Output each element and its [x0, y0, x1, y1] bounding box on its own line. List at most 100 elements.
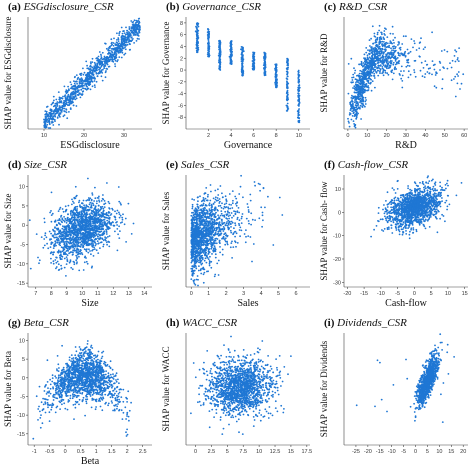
data-point: [61, 208, 64, 210]
data-point: [297, 114, 300, 117]
data-point: [357, 93, 359, 96]
data-point: [80, 74, 82, 77]
data-point: [396, 62, 398, 65]
data-point: [103, 203, 105, 206]
data-point: [85, 235, 88, 238]
data-point: [462, 73, 465, 76]
data-point: [352, 87, 354, 89]
data-point: [80, 229, 83, 232]
data-point: [393, 57, 395, 60]
data-point: [135, 27, 138, 30]
data-point: [138, 38, 140, 40]
data-point: [82, 226, 85, 228]
data-point: [58, 243, 61, 246]
scatter-points: [190, 174, 284, 287]
data-point: [81, 232, 84, 234]
data-point: [102, 68, 104, 71]
data-point: [101, 214, 103, 217]
data-point: [104, 42, 106, 45]
data-point: [127, 31, 130, 33]
data-point: [355, 100, 358, 103]
data-point: [61, 104, 64, 107]
data-point: [384, 50, 387, 53]
data-point: [87, 222, 89, 225]
data-point: [65, 227, 68, 230]
data-point: [360, 118, 362, 120]
data-point: [370, 49, 373, 52]
data-point: [133, 42, 136, 44]
panel-letter: (e): [166, 159, 181, 171]
data-point: [105, 231, 108, 233]
data-point: [120, 56, 123, 59]
data-point: [414, 75, 417, 78]
data-point: [66, 245, 69, 248]
data-point: [358, 63, 361, 66]
data-point: [94, 86, 96, 88]
data-point: [44, 122, 47, 125]
data-point: [88, 68, 91, 70]
data-point: [85, 260, 88, 263]
data-point: [121, 47, 124, 49]
data-point: [130, 20, 133, 22]
data-point: [382, 36, 385, 39]
data-point: [87, 233, 90, 236]
data-point: [50, 220, 53, 223]
data-point: [386, 45, 389, 48]
data-point: [59, 112, 62, 114]
data-point: [77, 222, 80, 224]
data-point: [121, 32, 124, 35]
data-point: [353, 101, 356, 104]
data-point: [65, 208, 68, 211]
data-point: [83, 248, 86, 251]
data-point: [370, 89, 373, 92]
data-point: [253, 65, 255, 67]
data-point: [87, 239, 90, 242]
data-point: [418, 55, 421, 58]
data-point: [286, 102, 289, 105]
data-point: [75, 262, 78, 265]
y-axis-label: SHAP value for ESGdisclosure: [3, 17, 13, 130]
data-point: [106, 63, 109, 66]
data-point: [119, 202, 122, 204]
data-point: [89, 80, 92, 83]
data-point: [82, 199, 85, 202]
data-point: [85, 244, 88, 247]
data-point: [85, 250, 88, 253]
data-point: [241, 48, 244, 51]
data-point: [119, 30, 121, 33]
data-point: [207, 42, 209, 45]
data-point: [263, 51, 266, 54]
data-point: [427, 67, 430, 70]
data-point: [63, 85, 66, 88]
data-point: [53, 118, 56, 121]
data-point: [62, 219, 65, 222]
data-point: [58, 222, 60, 225]
data-point: [72, 223, 75, 226]
y-tick-label: 10: [19, 185, 25, 191]
data-point: [79, 249, 82, 251]
data-point: [456, 73, 458, 76]
data-point: [359, 85, 362, 88]
data-point: [92, 231, 95, 233]
data-point: [38, 259, 41, 262]
data-point: [394, 55, 396, 58]
data-point: [102, 207, 105, 210]
data-point: [372, 60, 375, 63]
data-point: [96, 222, 98, 224]
data-point: [453, 78, 455, 80]
data-point: [352, 73, 355, 76]
data-point: [99, 222, 101, 225]
data-point: [114, 218, 117, 221]
data-point: [101, 51, 104, 54]
data-point: [104, 216, 106, 219]
data-point: [397, 44, 399, 46]
data-point: [81, 240, 83, 242]
data-point: [68, 95, 71, 98]
data-point: [443, 49, 446, 51]
data-point: [28, 219, 31, 222]
data-point: [89, 250, 91, 252]
data-point: [97, 227, 100, 230]
data-point: [54, 112, 57, 115]
